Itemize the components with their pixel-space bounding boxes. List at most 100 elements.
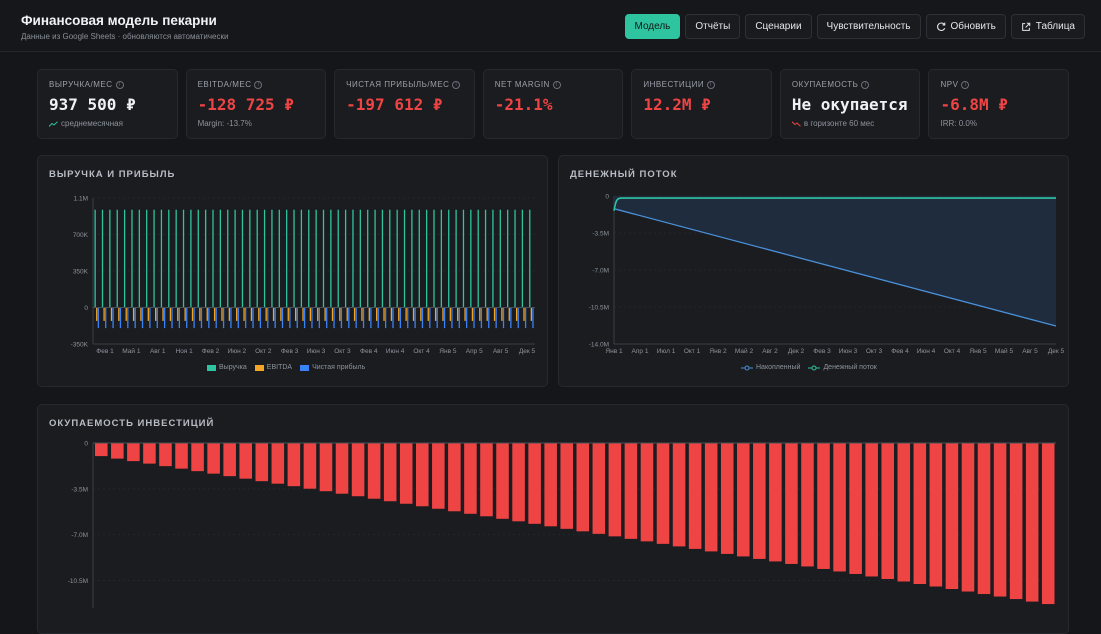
net-profit-bar: [326, 307, 328, 329]
revenue-bar: [359, 209, 361, 308]
net-profit-bar: [421, 307, 424, 329]
ebitda-bar: [486, 307, 488, 321]
ebitda-bar: [206, 307, 208, 321]
refresh-button[interactable]: Обновить: [925, 14, 1006, 39]
payback-bar: [704, 443, 718, 552]
revenue-bar: [123, 209, 126, 308]
payback-bar: [528, 443, 541, 524]
ebitda-bar: [493, 307, 496, 321]
info-icon[interactable]: i: [861, 80, 870, 89]
legend-item[interactable]: Денежный поток: [808, 364, 877, 371]
y-tick-label: 1.1M: [74, 196, 88, 203]
ebitda-bar: [412, 307, 415, 321]
kpi-label-text: EBITDA/мес: [197, 80, 252, 89]
ebitda-bar: [258, 307, 260, 321]
ebitda-bar: [515, 307, 518, 321]
payback-bar: [801, 443, 814, 567]
legend-item[interactable]: Выручка: [207, 364, 247, 371]
revenue-bar: [367, 209, 369, 308]
ebitda-bar: [302, 307, 304, 321]
revenue-bar: [514, 209, 516, 308]
ebitda-bar: [434, 307, 437, 321]
revenue-bar: [138, 209, 140, 308]
kpi-label: Инвестиции i: [643, 80, 760, 89]
x-tick-label: Июн 4: [917, 348, 936, 355]
revenue-bar: [396, 209, 398, 308]
ebitda-bar: [243, 307, 245, 321]
payback-bar: [720, 443, 734, 554]
payback-bar: [480, 443, 493, 517]
kpi-row: Выручка/мес i 937 500 ₽ среднемесячная EB…: [37, 69, 1070, 139]
legend-item[interactable]: Накопленный: [741, 364, 800, 371]
net-profit-bar: [429, 307, 431, 329]
x-tick-label: Май 2: [735, 347, 754, 355]
payback-bar: [512, 443, 525, 522]
x-tick-label: Авг 1: [150, 348, 166, 355]
ebitda-bar: [346, 307, 348, 321]
ebitda-bar: [169, 307, 172, 321]
chart-legend: Накопленный Денежный поток: [741, 364, 877, 371]
tab-model[interactable]: Модель: [624, 14, 681, 39]
y-tick-label: -10.5M: [589, 305, 609, 312]
net-profit-bar: [141, 307, 144, 329]
payback-bar: [929, 443, 943, 587]
net-profit-bar: [208, 307, 210, 329]
kpi-ebitda: EBITDA/мес i -128 725 ₽ Margin: -13.7%: [185, 69, 327, 139]
kpi-note-text: в горизонте 60 мес: [803, 119, 875, 128]
ebitda-bar: [221, 307, 223, 321]
info-icon[interactable]: i: [707, 80, 716, 89]
legend-item[interactable]: EBITDA: [254, 364, 292, 371]
net-profit-bar: [473, 307, 475, 329]
info-icon[interactable]: i: [552, 80, 561, 89]
payback-bar: [977, 443, 991, 595]
ebitda-bar: [376, 307, 378, 321]
table-button[interactable]: Таблица: [1010, 14, 1085, 39]
payback-bar: [865, 443, 878, 577]
info-icon[interactable]: i: [115, 80, 124, 89]
net-profit-bar: [480, 307, 483, 329]
info-icon[interactable]: i: [254, 80, 263, 89]
payback-bar: [624, 443, 638, 539]
net-profit-bar: [384, 307, 387, 329]
revenue-bar: [94, 209, 96, 308]
net-profit-bar: [436, 307, 438, 329]
tab-scenarios[interactable]: Сценарии: [745, 14, 812, 39]
ebitda-bar: [449, 307, 451, 321]
kpi-label: Net Margin i: [495, 80, 612, 89]
net-profit-bar: [392, 307, 394, 329]
payback-bar: [191, 443, 204, 472]
trend-down-icon: [791, 120, 801, 127]
ebitda-bar: [368, 307, 370, 321]
revenue-bar: [440, 209, 443, 308]
y-tick-label: 700K: [73, 232, 89, 239]
revenue-bar: [212, 209, 214, 308]
info-icon[interactable]: i: [452, 80, 461, 89]
net-profit-bar: [171, 307, 173, 329]
revenue-bar: [499, 209, 501, 308]
revenue-bar: [344, 209, 347, 308]
info-icon[interactable]: i: [961, 80, 970, 89]
net-profit-bar: [458, 307, 460, 329]
ebitda-bar: [331, 307, 334, 321]
ebitda-bar: [280, 307, 282, 321]
tab-reports[interactable]: Отчёты: [685, 14, 741, 39]
legend-item[interactable]: Чистая прибыль: [300, 364, 365, 371]
ebitda-bar: [420, 307, 422, 321]
legend-label: Денежный поток: [823, 364, 877, 371]
payback-bar: [640, 443, 654, 542]
ebitda-bar: [324, 307, 326, 321]
net-profit-bar: [517, 307, 519, 329]
net-profit-bar: [186, 307, 188, 329]
y-tick-label: 350K: [73, 269, 89, 276]
legend-swatch: [300, 364, 310, 371]
revenue-bar: [462, 209, 465, 308]
ebitda-bar: [427, 307, 429, 321]
payback-panel: Окупаемость инвестиций 0 -3.5M -7.0M -10.5M: [37, 404, 1069, 634]
table-button-label: Таблица: [1035, 21, 1075, 32]
net-profit-bar: [112, 307, 114, 329]
kpi-value: -128 725 ₽: [197, 95, 294, 114]
tab-sensitivity[interactable]: Чувствительность: [816, 14, 921, 39]
ebitda-bar: [118, 307, 120, 321]
revenue-bar: [381, 209, 384, 308]
ebitda-bar: [110, 307, 113, 321]
